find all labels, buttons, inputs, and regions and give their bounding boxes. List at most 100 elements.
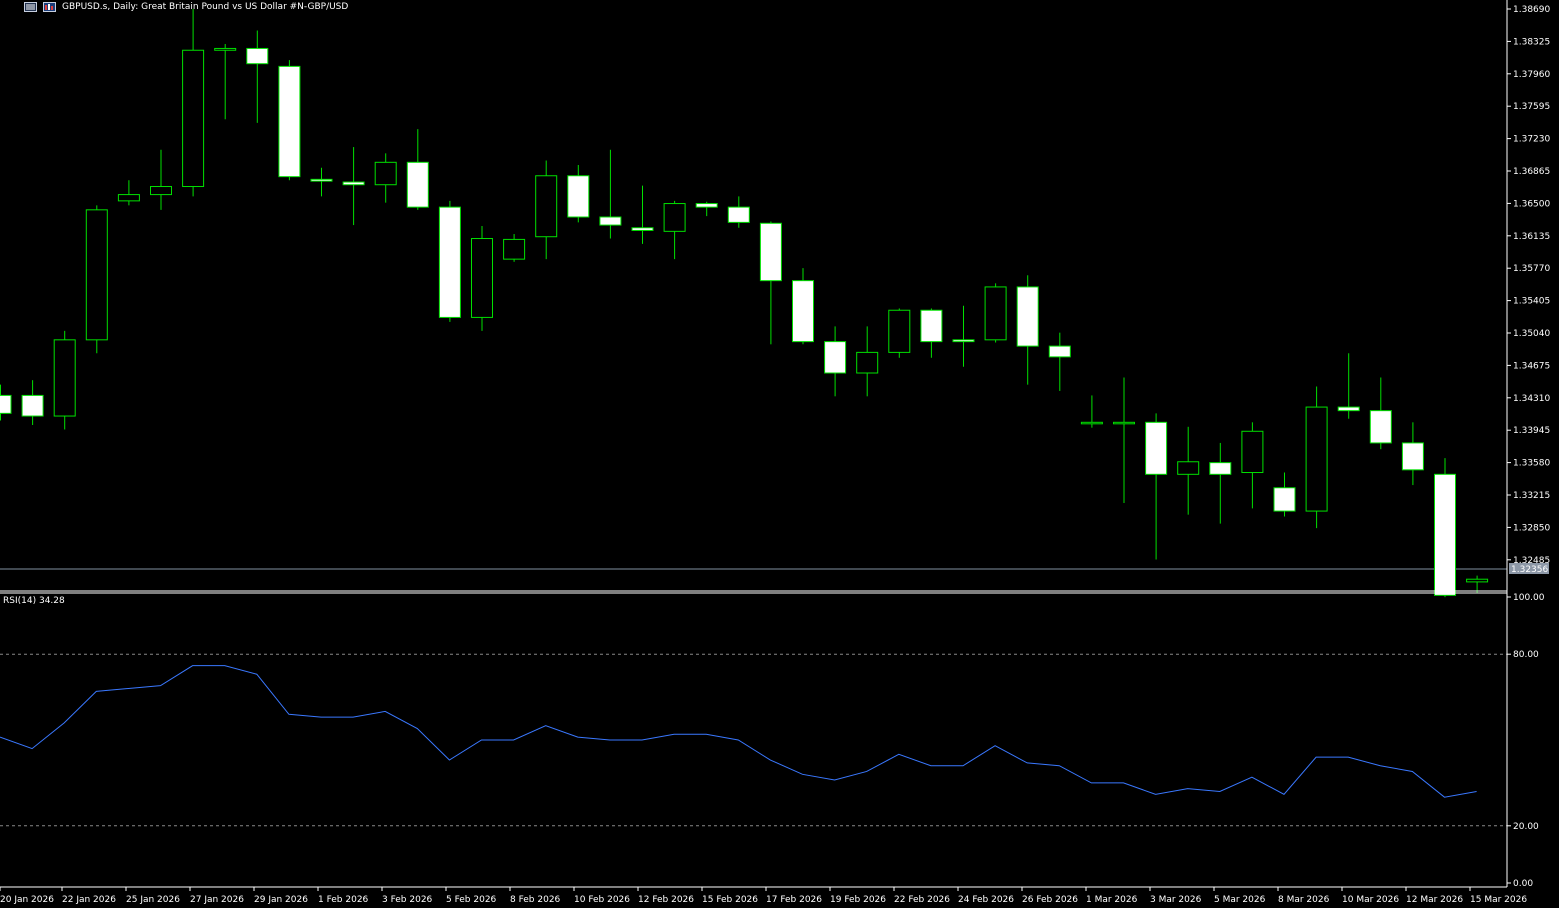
bear-candle-body	[1145, 421, 1168, 475]
candle	[1305, 386, 1328, 529]
bull-candle-body	[1080, 421, 1103, 425]
x-tick-label: 12 Mar 2026	[1406, 895, 1463, 905]
x-tick-label: 12 Feb 2026	[638, 895, 694, 905]
bull-candle-body	[1305, 406, 1328, 512]
candle	[663, 200, 686, 260]
candle	[117, 180, 140, 206]
x-tick-label: 8 Mar 2026	[1278, 895, 1330, 905]
bear-candle-body	[0, 394, 12, 414]
rsi-y-tick-label: 0.00	[1513, 879, 1533, 889]
chart-window-icon[interactable]	[43, 2, 56, 12]
x-tick-label: 26 Feb 2026	[1022, 895, 1078, 905]
candle	[920, 308, 943, 358]
candle	[503, 234, 526, 262]
x-tick-label: 20 Jan 2026	[0, 895, 54, 905]
x-tick-label: 5 Feb 2026	[446, 895, 497, 905]
bull-candle-body	[984, 286, 1007, 341]
x-tick-label: 10 Mar 2026	[1342, 895, 1399, 905]
x-tick-label: 19 Feb 2026	[830, 895, 886, 905]
y-tick-label: 1.37230	[1513, 135, 1550, 145]
bear-candle-body	[1016, 286, 1039, 347]
candle	[1434, 458, 1456, 598]
bear-candle-body	[1048, 345, 1071, 358]
candle	[1241, 422, 1264, 509]
candle	[1401, 422, 1424, 486]
x-tick-label: 25 Jan 2026	[126, 895, 180, 905]
bull-candle-body	[856, 351, 879, 374]
candle	[824, 326, 847, 397]
rsi-line	[0, 665, 1477, 798]
x-tick-label: 8 Feb 2026	[510, 895, 561, 905]
candle	[1177, 426, 1200, 515]
bear-candle-body	[278, 65, 301, 178]
candle	[535, 160, 558, 260]
bear-candle-body	[792, 280, 814, 343]
candle	[471, 225, 493, 331]
candle	[1113, 377, 1135, 503]
current-price-tag	[1509, 563, 1549, 574]
bear-candle-body	[631, 227, 654, 231]
bull-candle-body	[1113, 421, 1135, 425]
bull-candle-body	[503, 238, 526, 260]
candle	[342, 147, 365, 226]
bull-candle-body	[1241, 430, 1264, 474]
bull-candle-body	[117, 194, 140, 202]
candle	[310, 167, 333, 197]
bull-candle-body	[535, 175, 558, 238]
bull-candle-body	[1177, 461, 1200, 475]
bear-candle-body	[342, 181, 365, 186]
x-tick-label: 22 Jan 2026	[62, 895, 116, 905]
candle	[888, 308, 911, 358]
chart-title: GBPUSD.s, Daily: Great Britain Pound vs …	[62, 2, 349, 12]
x-tick-label: 10 Feb 2026	[574, 895, 630, 905]
y-tick-label: 1.32485	[1513, 556, 1550, 566]
bear-candle-body	[246, 47, 269, 65]
y-tick-label: 1.35405	[1513, 297, 1550, 307]
bull-candle-body	[1466, 578, 1489, 583]
candle	[695, 201, 718, 217]
candle	[21, 380, 44, 425]
y-tick-label: 1.38690	[1513, 5, 1550, 15]
rsi-y-tick-label: 80.00	[1513, 650, 1539, 660]
y-tick-label: 1.34675	[1513, 361, 1550, 371]
candle	[1369, 377, 1392, 450]
candle	[1080, 395, 1103, 428]
bear-candle-body	[727, 206, 750, 223]
candle	[438, 200, 461, 322]
x-tick-label: 15 Feb 2026	[702, 895, 758, 905]
bull-candle-body	[214, 47, 237, 51]
bear-candle-body	[438, 206, 461, 318]
bear-candle-body	[599, 216, 622, 226]
candle	[856, 326, 879, 397]
bull-candle-body	[471, 238, 493, 318]
y-tick-label: 1.36500	[1513, 199, 1550, 209]
candle	[567, 165, 590, 223]
x-tick-label: 1 Feb 2026	[318, 895, 369, 905]
rsi-y-tick-label: 20.00	[1513, 822, 1539, 832]
bear-candle-body	[920, 309, 943, 343]
candle	[85, 205, 108, 354]
y-tick-label: 1.37960	[1513, 70, 1550, 80]
candle	[759, 221, 782, 345]
bear-candle-body	[824, 341, 847, 374]
x-tick-label: 17 Feb 2026	[766, 895, 822, 905]
y-tick-label: 1.33945	[1513, 426, 1550, 436]
candle	[599, 149, 622, 239]
bear-candle-body	[21, 394, 44, 417]
rsi-label: RSI(14)	[3, 596, 37, 606]
menu-list-icon[interactable]	[24, 2, 37, 12]
bear-candle-body	[695, 203, 718, 208]
x-tick-label: 22 Feb 2026	[894, 895, 950, 905]
candle	[952, 305, 975, 367]
candle	[406, 129, 429, 210]
bear-candle-body	[1369, 410, 1392, 444]
x-tick-label: 5 Mar 2026	[1214, 895, 1266, 905]
bear-candle-body	[406, 161, 429, 208]
candle	[984, 283, 1007, 343]
bear-candle-body	[1401, 442, 1424, 471]
candle	[53, 330, 76, 430]
candle	[278, 60, 301, 181]
rsi-value: 34.28	[38, 596, 65, 606]
